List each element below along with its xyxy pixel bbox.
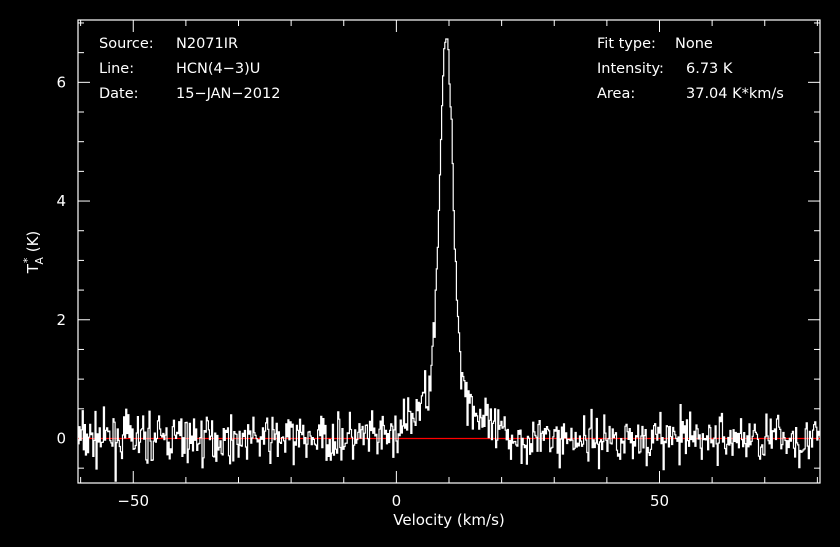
intensity-label: Intensity: [597, 61, 664, 77]
x-axis-label: Velocity (km/s) [393, 511, 504, 529]
fit-type-label: Fit type: [597, 36, 656, 52]
y-tick-label: 0 [56, 429, 66, 447]
line-label: Line: [99, 61, 135, 77]
y-tick-label: 4 [56, 192, 66, 210]
intensity-value: 6.73 K [686, 61, 733, 77]
y-tick-label: 2 [56, 311, 66, 329]
x-tick-label: 0 [392, 492, 402, 510]
spectrum-line [78, 38, 820, 482]
y-axis-label: T*A (K) [21, 231, 46, 275]
area-label: Area: [597, 86, 636, 102]
svg-text:T*A (K): T*A (K) [21, 231, 46, 275]
line-value: HCN(4−3)U [176, 61, 261, 77]
source-value: N2071IR [176, 36, 239, 52]
date-label: Date: [99, 86, 139, 102]
source-label: Source: [99, 36, 154, 52]
x-tick-label: 50 [650, 492, 669, 510]
fit-type-value: None [675, 36, 713, 52]
area-value: 37.04 K*km/s [686, 86, 784, 102]
date-value: 15−JAN−2012 [176, 86, 281, 102]
y-tick-label: 6 [56, 73, 66, 91]
x-tick-label: −50 [117, 492, 149, 510]
